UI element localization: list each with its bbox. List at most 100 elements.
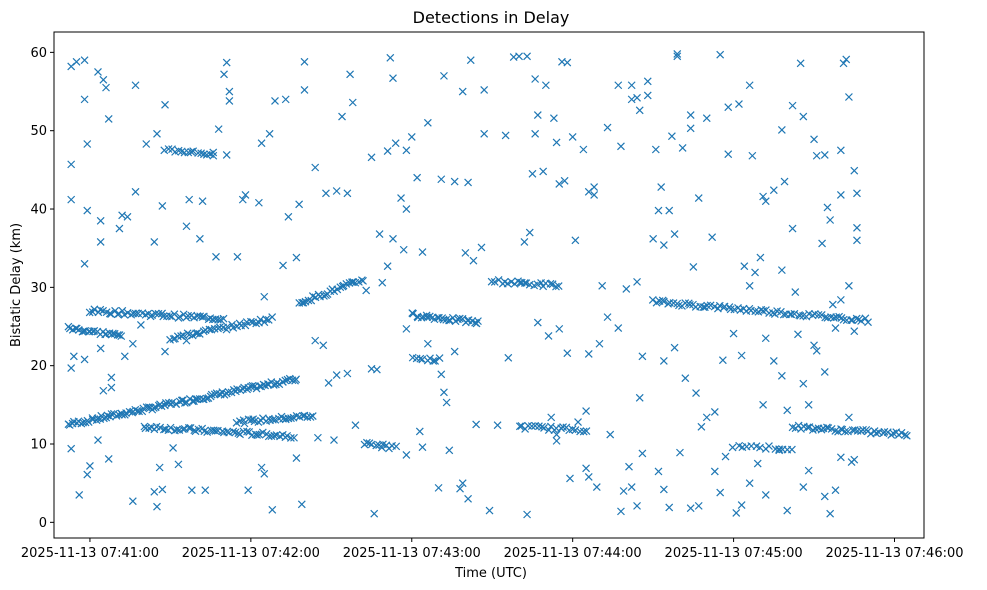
data-point bbox=[313, 433, 322, 442]
data-point bbox=[437, 370, 446, 379]
data-point bbox=[109, 329, 117, 338]
data-point bbox=[848, 316, 857, 325]
data-point bbox=[431, 357, 440, 365]
data-point bbox=[209, 148, 218, 157]
data-point bbox=[458, 87, 467, 96]
data-point bbox=[199, 312, 208, 321]
data-point bbox=[299, 298, 308, 307]
data-point bbox=[850, 455, 859, 464]
data-point bbox=[268, 313, 277, 322]
data-point bbox=[67, 444, 76, 453]
data-point bbox=[187, 486, 196, 495]
x-tick-label: 2025-11-13 07:44:00 bbox=[504, 546, 642, 561]
data-point bbox=[740, 262, 749, 271]
data-point bbox=[275, 380, 284, 389]
data-point bbox=[383, 147, 392, 155]
data-point bbox=[136, 321, 145, 329]
data-point bbox=[185, 195, 194, 204]
data-point bbox=[541, 81, 550, 90]
data-point bbox=[434, 483, 443, 492]
data-point bbox=[214, 125, 223, 134]
data-point bbox=[633, 501, 641, 510]
data-point bbox=[200, 427, 209, 436]
data-point bbox=[279, 261, 287, 270]
data-point bbox=[520, 237, 529, 246]
data-point bbox=[614, 81, 623, 90]
data-point bbox=[153, 502, 161, 511]
data-point bbox=[306, 413, 315, 421]
data-point bbox=[67, 364, 76, 372]
data-point bbox=[223, 322, 232, 331]
data-point bbox=[407, 133, 416, 141]
data-point bbox=[783, 506, 792, 515]
data-point bbox=[172, 400, 181, 409]
data-point bbox=[654, 467, 663, 476]
data-point bbox=[182, 336, 191, 345]
data-point bbox=[777, 266, 786, 275]
data-point bbox=[284, 212, 293, 221]
data-point bbox=[649, 234, 658, 243]
data-point bbox=[799, 112, 808, 121]
data-point bbox=[169, 335, 178, 343]
data-point bbox=[633, 93, 641, 102]
data-point bbox=[164, 145, 173, 153]
data-point bbox=[193, 395, 202, 404]
data-point bbox=[472, 420, 481, 429]
data-point bbox=[370, 509, 379, 518]
data-point bbox=[643, 77, 652, 86]
data-point bbox=[202, 394, 211, 403]
data-point bbox=[155, 463, 164, 472]
data-point bbox=[365, 439, 374, 448]
data-point bbox=[141, 424, 150, 433]
data-point bbox=[694, 501, 703, 510]
x-axis: 2025-11-13 07:41:00 2025-11-13 07:42:00 20… bbox=[21, 538, 964, 561]
data-point bbox=[725, 303, 734, 311]
data-point bbox=[268, 505, 277, 514]
plot-frame bbox=[53, 31, 925, 539]
data-point bbox=[464, 494, 473, 503]
data-point bbox=[86, 462, 94, 470]
data-point bbox=[131, 187, 140, 196]
data-point bbox=[104, 115, 113, 123]
data-point bbox=[78, 327, 87, 336]
data-point bbox=[686, 124, 695, 133]
y-tick-label: 20 bbox=[30, 359, 47, 374]
data-point bbox=[271, 97, 279, 105]
data-point bbox=[818, 239, 827, 248]
data-point bbox=[193, 329, 202, 337]
data-point bbox=[827, 424, 836, 433]
data-point bbox=[689, 263, 698, 271]
data-point bbox=[236, 386, 245, 395]
data-point bbox=[262, 315, 271, 324]
data-point bbox=[253, 430, 261, 439]
data-point bbox=[180, 398, 189, 407]
data-point bbox=[777, 125, 786, 134]
data-point bbox=[761, 334, 770, 343]
data-point bbox=[402, 324, 411, 333]
data-point bbox=[409, 309, 417, 318]
data-point bbox=[107, 383, 116, 392]
data-point bbox=[386, 53, 395, 62]
data-point bbox=[775, 445, 784, 454]
data-point bbox=[803, 423, 812, 432]
data-point bbox=[175, 312, 184, 321]
data-point bbox=[343, 189, 352, 198]
data-point bbox=[437, 175, 446, 184]
data-point bbox=[525, 228, 534, 237]
data-point bbox=[716, 488, 725, 497]
data-point bbox=[665, 206, 674, 215]
data-point bbox=[490, 278, 499, 286]
data-point bbox=[425, 312, 434, 321]
data-point bbox=[603, 313, 612, 322]
data-point bbox=[501, 131, 510, 140]
y-axis: 0 10 20 30 40 50 60 bbox=[30, 46, 54, 531]
data-point bbox=[584, 472, 593, 481]
data-point bbox=[212, 252, 220, 261]
data-point bbox=[659, 485, 668, 494]
data-point bbox=[93, 414, 102, 423]
data-point bbox=[332, 187, 341, 195]
data-point bbox=[548, 280, 557, 289]
data-point bbox=[676, 448, 684, 457]
data-point bbox=[161, 100, 169, 109]
data-point bbox=[590, 183, 599, 192]
